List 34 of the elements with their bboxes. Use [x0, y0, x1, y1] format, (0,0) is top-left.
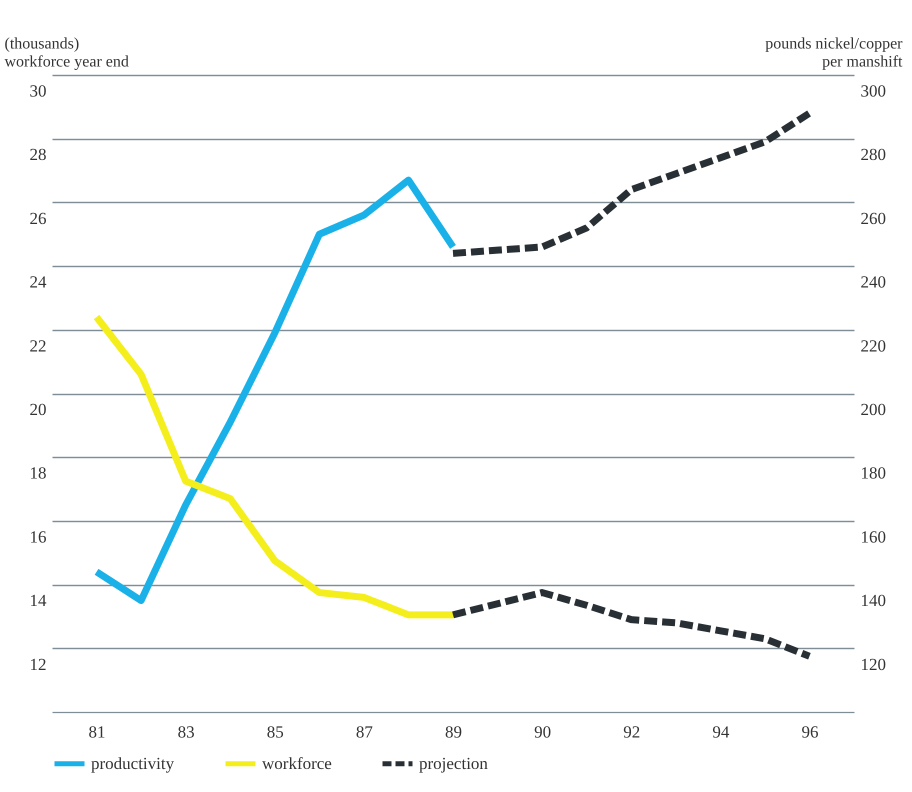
y2-tick-label: 260	[860, 208, 886, 228]
x-tick-label: 89	[445, 722, 462, 742]
y-tick-label: 28	[30, 145, 46, 164]
legend-label: projection	[419, 754, 488, 773]
x-tick-label: 81	[88, 722, 106, 742]
y-tick-label: 20	[30, 400, 46, 419]
y2-tick-label: 140	[860, 591, 886, 610]
y-tick-label: 26	[30, 208, 46, 228]
y-tick-label: 14	[30, 591, 47, 610]
x-tick-label: 90	[534, 722, 552, 742]
y2-tick-label: 300	[860, 82, 886, 100]
y2-tick-label: 200	[860, 400, 886, 419]
x-tick-label: 87	[356, 722, 374, 742]
y2-tick-label: 180	[860, 464, 886, 483]
y-tick-label: 16	[30, 527, 46, 546]
legend-label: workforce	[262, 754, 332, 773]
y2-tick-label: 280	[860, 145, 886, 164]
y-tick-label: 30	[30, 82, 46, 100]
y2-axis-title: pounds nickel/copper per manshift	[765, 36, 904, 70]
x-tick-label: 85	[266, 722, 284, 742]
x-tick-label: 83	[178, 722, 195, 742]
x-tick-label: 96	[801, 722, 818, 742]
y-tick-label: 22	[30, 336, 46, 356]
y2-tick-label: 220	[860, 336, 886, 356]
y-tick-label: 18	[30, 464, 46, 483]
y-tick-label: 12	[30, 654, 46, 674]
x-tick-label: 92	[623, 722, 640, 742]
y2-tick-label: 120	[860, 654, 886, 674]
y-axis-title: (thousands) workforce year end	[4, 36, 129, 70]
y2-tick-label: 160	[860, 527, 886, 546]
x-tick-label: 94	[712, 722, 730, 742]
y-tick-label: 24	[30, 272, 47, 292]
y2-tick-label: 240	[860, 272, 886, 292]
legend-label: productivity	[91, 754, 175, 773]
